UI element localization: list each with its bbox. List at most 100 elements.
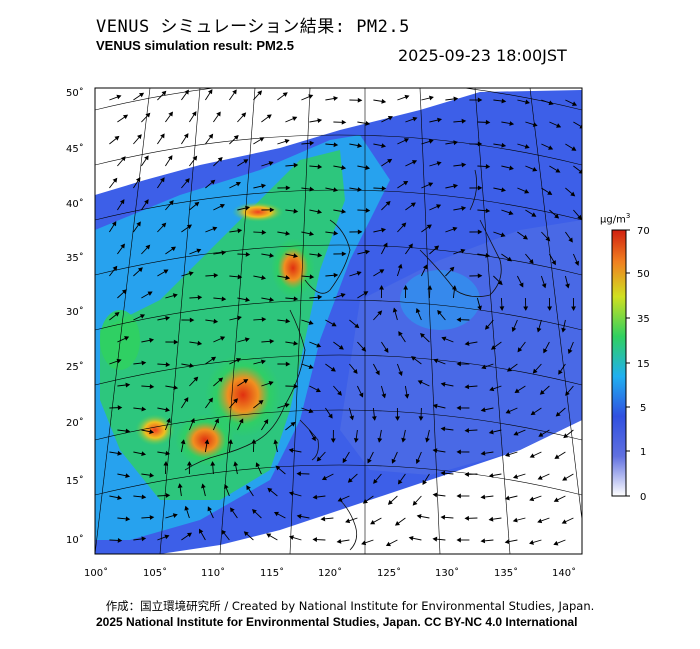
- wind-arrow-head: [553, 497, 559, 502]
- wind-arrow-head: [392, 307, 398, 313]
- wind-arrow-head: [489, 386, 495, 392]
- wind-arrow-head: [317, 294, 323, 300]
- wind-arrow-head: [207, 506, 212, 512]
- wind-arrow-head: [571, 101, 578, 106]
- wind-arrow-head: [385, 541, 391, 547]
- wind-arrow-head: [308, 320, 314, 325]
- wind-arrow-head: [288, 448, 294, 453]
- wind-arrow-head: [212, 226, 218, 232]
- wind-arrow-head: [164, 534, 170, 540]
- wind-arrow-head: [513, 474, 519, 479]
- wind-arrow-head: [356, 271, 362, 276]
- wind-arrow-head: [316, 343, 322, 348]
- colorbar-unit: µg/m3: [600, 212, 630, 225]
- colorbar-tick: 0: [640, 492, 646, 503]
- wind-arrow-head: [221, 296, 227, 302]
- wind-arrow-head: [365, 208, 371, 213]
- wind-arrow-head: [177, 483, 183, 488]
- wind-arrow-head: [547, 306, 553, 311]
- wind-arrow-head: [161, 90, 167, 96]
- lon-label: 110˚: [201, 567, 225, 579]
- wind-arrow-head: [136, 221, 141, 227]
- wind-arrow-head: [411, 356, 417, 361]
- wind-arrow-head: [331, 322, 337, 327]
- wind-arrow-head: [354, 323, 360, 329]
- wind-arrow-head: [243, 531, 249, 537]
- wind-arrow-head: [269, 252, 275, 258]
- wind-arrow-head: [218, 377, 224, 383]
- wind-arrow-head: [245, 205, 251, 211]
- wind-arrow-head: [259, 137, 265, 142]
- green-band: [100, 150, 345, 500]
- wind-arrow-head: [160, 133, 165, 139]
- lat-label: 30˚: [66, 306, 84, 318]
- wind-arrow-head: [216, 111, 221, 117]
- wind-arrow-head: [139, 314, 146, 319]
- wind-arrow-head: [165, 450, 171, 456]
- wind-arrow-head: [377, 437, 383, 443]
- wind-arrow-head: [456, 537, 461, 543]
- wind-arrow-head: [111, 221, 117, 227]
- hotspot-south-china: [175, 414, 235, 466]
- wind-arrow-head: [426, 224, 432, 230]
- wind-arrow-head: [121, 156, 126, 162]
- graticule: [95, 88, 582, 554]
- wind-arrow-head: [308, 94, 314, 99]
- wind-arrow-head: [245, 252, 251, 257]
- wind-arrow-head: [125, 382, 131, 388]
- wind-arrow-head: [197, 295, 203, 300]
- wind-arrow-head: [165, 407, 171, 413]
- wind-arrow-head: [567, 348, 573, 354]
- title-japanese: VENUS シミュレーション結果: PM2.5: [96, 17, 410, 37]
- wind-arrow-head: [480, 494, 486, 500]
- wind-arrow-head: [246, 485, 251, 491]
- wind-arrow-head: [144, 199, 149, 205]
- wind-arrow-head: [511, 326, 517, 332]
- wind-arrow-head: [477, 273, 483, 279]
- wind-arrow-head: [165, 362, 171, 368]
- wind-arrow-head: [220, 336, 226, 341]
- wind-arrow-head: [485, 252, 491, 258]
- wind-arrow-head: [117, 405, 123, 411]
- wind-arrow-head: [434, 245, 440, 251]
- wind-arrow-head: [517, 347, 523, 353]
- wind-arrow-head: [122, 114, 129, 120]
- wind-arrow-head: [505, 452, 510, 457]
- wind-arrow-head: [285, 361, 291, 367]
- wind-arrow-head: [184, 505, 190, 511]
- wind-arrow-head: [189, 363, 195, 368]
- wind-arrow-head: [461, 162, 467, 168]
- wind-arrow-head: [183, 397, 189, 403]
- wind-arrow-head: [260, 359, 266, 365]
- wind-arrow-head: [553, 540, 559, 546]
- wind-arrow-head: [167, 155, 173, 161]
- wind-arrow-head: [166, 417, 171, 423]
- wind-arrow-head: [464, 471, 469, 477]
- wind-arrow-head: [244, 337, 250, 343]
- wind-arrow-head: [519, 282, 524, 288]
- wind-arrow-head: [273, 511, 279, 517]
- wind-arrow-head: [417, 380, 423, 385]
- wind-arrow-head: [381, 393, 387, 399]
- wind-arrow-head: [261, 316, 267, 322]
- wind-arrow-head: [201, 483, 206, 489]
- wind-arrow-head: [504, 495, 510, 501]
- wind-arrow-head: [381, 98, 387, 104]
- wind-arrow-head: [235, 358, 242, 363]
- wind-arrow-head: [183, 133, 189, 139]
- wind-arrow-head: [383, 347, 389, 353]
- wind-arrow-head: [403, 138, 410, 143]
- wind-arrow-head: [321, 475, 327, 481]
- wind-arrow-head: [147, 291, 153, 296]
- wind-arrow-head: [165, 493, 171, 498]
- wind-arrow-head: [309, 231, 315, 237]
- wind-arrow-head: [284, 139, 290, 144]
- wind-arrow-head: [237, 315, 242, 321]
- wind-arrow-head: [192, 155, 198, 161]
- colorbar-tick: 15: [637, 359, 650, 370]
- wind-arrow-head: [233, 398, 238, 404]
- wind-arrow-head: [477, 229, 483, 235]
- wind-arrow-head: [210, 179, 216, 185]
- wind-arrow-head: [214, 418, 220, 424]
- wind-arrow-head: [440, 426, 446, 432]
